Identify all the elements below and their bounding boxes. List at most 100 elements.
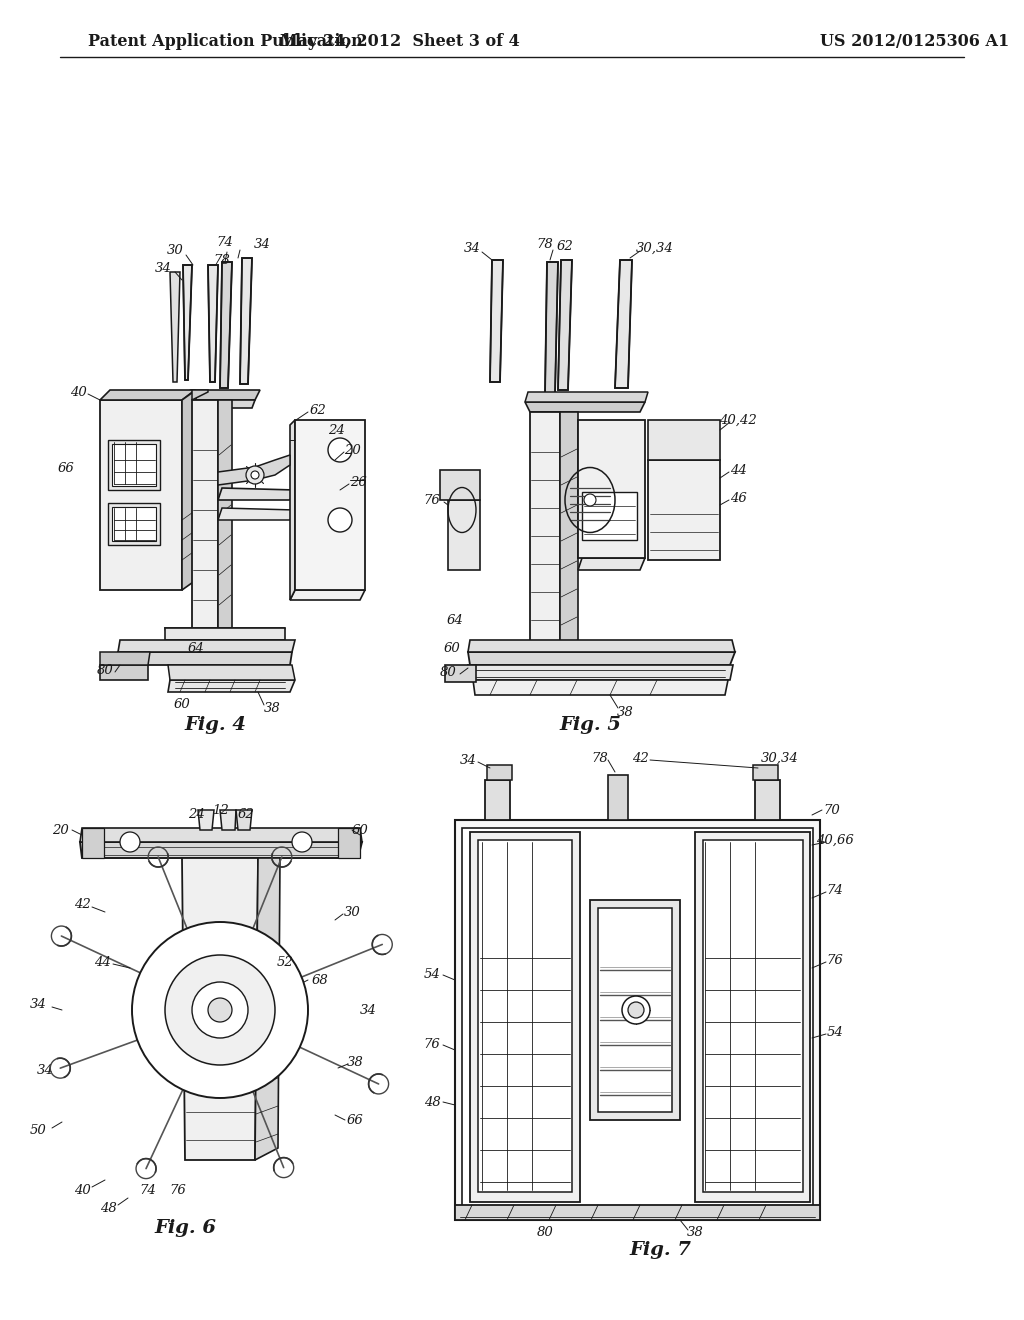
Circle shape: [328, 508, 352, 532]
Polygon shape: [168, 680, 295, 692]
Text: 38: 38: [263, 701, 281, 714]
Circle shape: [622, 997, 650, 1024]
Text: 80: 80: [439, 665, 457, 678]
Polygon shape: [170, 272, 180, 381]
Circle shape: [628, 1002, 644, 1018]
Polygon shape: [545, 261, 558, 395]
Text: 70: 70: [823, 804, 841, 817]
Polygon shape: [755, 780, 780, 820]
Text: 34: 34: [460, 754, 476, 767]
Text: 62: 62: [238, 808, 254, 821]
Text: 40,66: 40,66: [816, 833, 854, 846]
Text: 34: 34: [37, 1064, 53, 1077]
Text: 40: 40: [74, 1184, 90, 1196]
Polygon shape: [530, 412, 560, 649]
Text: 44: 44: [730, 463, 746, 477]
Polygon shape: [255, 858, 280, 1160]
Polygon shape: [703, 840, 803, 1192]
Polygon shape: [190, 389, 260, 400]
Text: Fig. 6: Fig. 6: [154, 1218, 216, 1237]
Text: 54: 54: [826, 1026, 844, 1039]
Bar: [108, 440, 160, 490]
Text: 76: 76: [170, 1184, 186, 1196]
Text: Fig. 7: Fig. 7: [629, 1241, 691, 1259]
Polygon shape: [560, 412, 578, 649]
Polygon shape: [449, 500, 480, 570]
Text: 24: 24: [328, 424, 344, 437]
Circle shape: [208, 998, 232, 1022]
Text: Fig. 5: Fig. 5: [559, 715, 621, 734]
Bar: [582, 492, 637, 540]
Polygon shape: [440, 470, 480, 500]
Polygon shape: [80, 828, 362, 842]
Text: 20: 20: [344, 444, 360, 457]
Bar: [82, 828, 104, 858]
Text: 40: 40: [70, 385, 86, 399]
Text: 62: 62: [557, 239, 573, 252]
Polygon shape: [220, 261, 232, 388]
Text: 76: 76: [826, 953, 844, 966]
Text: 40,42: 40,42: [719, 413, 757, 426]
Text: May 24, 2012  Sheet 3 of 4: May 24, 2012 Sheet 3 of 4: [281, 33, 520, 50]
Polygon shape: [218, 455, 290, 484]
Text: 52: 52: [276, 956, 293, 969]
Text: 60: 60: [174, 697, 190, 710]
Bar: [112, 444, 156, 486]
Polygon shape: [290, 590, 365, 601]
Text: 30,34: 30,34: [636, 242, 674, 255]
Text: 54: 54: [424, 969, 440, 982]
Polygon shape: [118, 640, 295, 652]
Text: 46: 46: [730, 491, 746, 504]
Bar: [112, 507, 156, 541]
Polygon shape: [468, 652, 735, 665]
Circle shape: [584, 494, 596, 506]
Polygon shape: [208, 265, 218, 381]
Polygon shape: [490, 260, 503, 381]
Polygon shape: [598, 908, 672, 1111]
Polygon shape: [525, 403, 645, 412]
Circle shape: [328, 438, 352, 462]
Text: 80: 80: [96, 664, 114, 676]
Polygon shape: [100, 665, 148, 680]
Polygon shape: [462, 828, 813, 1212]
Text: 60: 60: [351, 824, 369, 837]
Text: 50: 50: [30, 1123, 46, 1137]
Text: 62: 62: [309, 404, 327, 417]
Polygon shape: [100, 400, 182, 590]
Polygon shape: [487, 766, 512, 780]
Polygon shape: [445, 665, 476, 682]
Polygon shape: [468, 665, 733, 680]
Text: Patent Application Publication: Patent Application Publication: [88, 33, 362, 50]
Text: 66: 66: [57, 462, 75, 474]
Polygon shape: [220, 810, 236, 830]
Text: 78: 78: [214, 253, 230, 267]
Polygon shape: [218, 508, 295, 520]
Text: 38: 38: [687, 1225, 703, 1238]
Polygon shape: [753, 766, 778, 780]
Polygon shape: [525, 392, 648, 403]
Circle shape: [165, 954, 275, 1065]
Polygon shape: [218, 400, 232, 640]
Text: 30,34: 30,34: [761, 751, 799, 764]
Polygon shape: [615, 260, 632, 388]
Text: 34: 34: [30, 998, 46, 1011]
Polygon shape: [182, 858, 258, 1160]
Circle shape: [246, 466, 264, 484]
Polygon shape: [478, 840, 572, 1192]
Text: 34: 34: [254, 239, 270, 252]
Polygon shape: [455, 1205, 820, 1220]
Polygon shape: [578, 420, 645, 558]
Polygon shape: [165, 628, 285, 640]
Polygon shape: [118, 652, 292, 665]
Polygon shape: [165, 628, 285, 640]
Polygon shape: [168, 665, 295, 680]
Polygon shape: [590, 900, 680, 1119]
Circle shape: [251, 471, 259, 479]
Text: 30: 30: [344, 906, 360, 919]
Polygon shape: [455, 820, 820, 1220]
Polygon shape: [218, 488, 295, 500]
Polygon shape: [100, 389, 195, 400]
Circle shape: [292, 832, 312, 851]
Polygon shape: [183, 265, 193, 380]
Text: 44: 44: [93, 956, 111, 969]
